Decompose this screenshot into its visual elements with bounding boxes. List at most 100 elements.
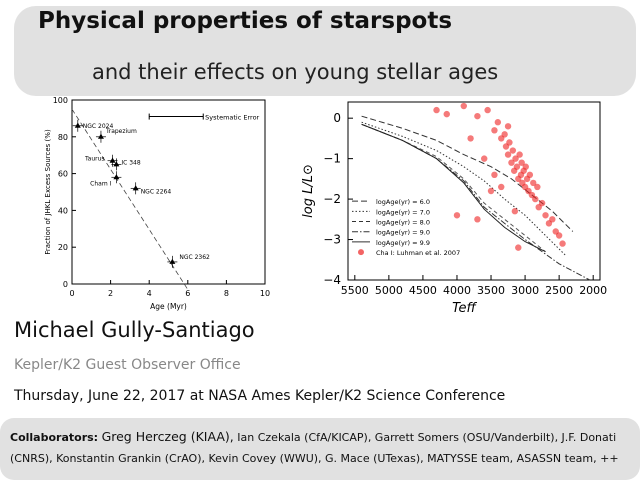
y-tick-label: 80 bbox=[58, 133, 68, 142]
data-point bbox=[484, 106, 491, 114]
plot-frame bbox=[347, 101, 601, 281]
x-tick-label: 2500 bbox=[545, 284, 573, 297]
collaborators-lead: Greg Herczeg (KIAA), bbox=[101, 429, 234, 444]
data-point bbox=[534, 183, 541, 191]
collaborators-banner bbox=[0, 418, 640, 480]
point-label: NGC 2024 bbox=[83, 123, 114, 130]
y-tick-label: 40 bbox=[58, 206, 68, 215]
data-point bbox=[513, 163, 521, 170]
data-point bbox=[511, 208, 519, 215]
isochrone-line bbox=[361, 121, 567, 257]
data-point bbox=[113, 161, 120, 167]
slide-title: Physical properties of starspots bbox=[38, 8, 453, 34]
x-tick-label: 4 bbox=[147, 289, 152, 298]
data-point bbox=[559, 240, 566, 247]
isochrone-line bbox=[361, 123, 591, 281]
x-tick-label: 3000 bbox=[511, 284, 539, 297]
data-point bbox=[460, 102, 467, 110]
plot-frame bbox=[71, 99, 266, 285]
legend-label: Cha I: Luhman et al. 2007 bbox=[376, 249, 460, 257]
affiliation: Kepler/K2 Guest Observer Office bbox=[14, 357, 241, 373]
x-axis-label: Age (Myr) bbox=[150, 302, 187, 311]
x-tick-label: 4000 bbox=[443, 284, 471, 297]
y-tick-label: 20 bbox=[58, 243, 68, 252]
event-line: Thursday, June 22, 2017 at NASA Ames Kep… bbox=[14, 388, 506, 404]
x-tick-label: 2000 bbox=[579, 284, 607, 297]
data-point bbox=[443, 110, 450, 118]
data-point bbox=[508, 159, 515, 166]
data-point bbox=[474, 216, 481, 223]
data-point bbox=[512, 155, 519, 162]
data-point bbox=[109, 157, 116, 163]
y-axis-label: Fraction of JHKL Excess Sources (%) bbox=[44, 129, 52, 255]
data-point bbox=[169, 258, 176, 264]
data-point bbox=[522, 163, 529, 170]
data-point bbox=[526, 171, 534, 179]
y-axis-label: log L/L⊙ bbox=[301, 164, 316, 218]
data-point bbox=[532, 195, 539, 203]
point-label: NGC 2264 bbox=[141, 188, 172, 195]
point-label: NGC 2362 bbox=[179, 254, 210, 261]
data-point bbox=[498, 183, 505, 191]
x-tick-label: 3500 bbox=[477, 284, 505, 297]
legend-marker bbox=[358, 249, 364, 256]
x-tick-label: 0 bbox=[69, 289, 74, 298]
legend-label: logAge(yr) = 9.0 bbox=[376, 229, 430, 237]
data-point bbox=[538, 199, 546, 207]
data-point bbox=[555, 232, 563, 239]
data-point bbox=[491, 171, 498, 179]
collaborators-label: Collaborators: bbox=[10, 431, 99, 444]
data-point bbox=[518, 159, 525, 166]
data-point bbox=[487, 187, 495, 195]
point-label: Taurus bbox=[84, 156, 105, 163]
fit-line bbox=[71, 108, 189, 290]
isochrone-line bbox=[361, 115, 574, 232]
x-tick-label: 8 bbox=[224, 289, 229, 298]
y-tick-label: −4 bbox=[323, 273, 341, 287]
point-label: IC 348 bbox=[121, 159, 141, 166]
data-point bbox=[515, 244, 522, 251]
legend-label: logAge(yr) = 7.0 bbox=[376, 208, 430, 216]
data-point bbox=[132, 185, 139, 191]
y-tick-label: −3 bbox=[323, 233, 341, 247]
x-tick-label: 6 bbox=[185, 289, 190, 298]
legend-label: logAge(yr) = 8.0 bbox=[376, 219, 430, 227]
y-tick-label: −1 bbox=[323, 152, 341, 166]
x-tick-label: 5500 bbox=[341, 284, 369, 297]
x-tick-label: 5000 bbox=[375, 284, 403, 297]
y-tick-label: 0 bbox=[333, 111, 341, 125]
data-point bbox=[491, 127, 498, 134]
data-point bbox=[542, 212, 549, 219]
point-label: Trapezium bbox=[105, 128, 137, 135]
data-point bbox=[467, 135, 474, 142]
data-point bbox=[481, 155, 488, 162]
data-point bbox=[501, 131, 508, 138]
systematic-error-label: Systematic Error bbox=[205, 114, 259, 122]
isochrone-line bbox=[361, 123, 546, 253]
data-point bbox=[113, 174, 120, 180]
data-point bbox=[516, 151, 523, 158]
data-point bbox=[433, 106, 440, 114]
data-point bbox=[504, 151, 512, 158]
author-name: Michael Gully-Santiago bbox=[14, 318, 255, 342]
hr-diagram-chart: 5500 5000 4500 4000 3500 3000 2500 2000 0 −1 −2 −3 −… bbox=[301, 101, 607, 316]
y-tick-label: 60 bbox=[58, 170, 68, 179]
collaborators-list: Ian Czekala (CfA/KICAP), Garrett Somers … bbox=[10, 431, 619, 465]
x-tick-label: 10 bbox=[260, 289, 270, 298]
x-tick-label: 2 bbox=[108, 289, 113, 298]
legend-label: logAge(yr) = 6.0 bbox=[376, 198, 430, 206]
y-tick-label: 0 bbox=[63, 280, 68, 289]
data-point bbox=[453, 212, 461, 219]
data-point bbox=[97, 133, 104, 139]
x-axis-label: Teff bbox=[452, 301, 477, 316]
y-tick-label: −2 bbox=[323, 192, 341, 206]
data-point bbox=[494, 119, 502, 126]
collaborators-text: Collaborators: Greg Herczeg (KIAA), Ian … bbox=[10, 426, 630, 469]
data-point bbox=[530, 179, 537, 187]
data-point bbox=[74, 122, 81, 128]
x-tick-label: 4500 bbox=[409, 284, 437, 297]
data-point bbox=[509, 147, 517, 154]
data-point bbox=[549, 216, 556, 223]
legend-label: logAge(yr) = 9.9 bbox=[376, 239, 430, 247]
